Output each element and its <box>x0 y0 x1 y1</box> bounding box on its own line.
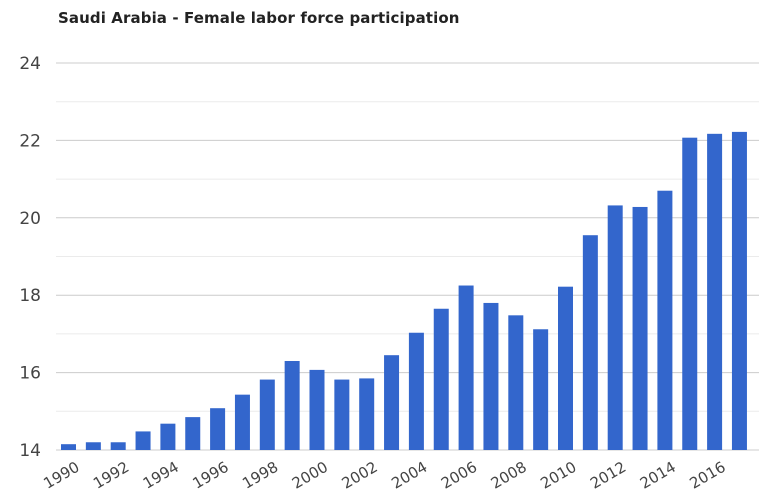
bar-1997 <box>234 394 250 450</box>
bar-2007 <box>483 302 499 450</box>
bar-1993 <box>135 431 151 450</box>
bar-2000 <box>309 369 325 450</box>
x-tick-label: 2014 <box>637 458 679 493</box>
bar-2009 <box>533 329 549 450</box>
y-tick-label: 24 <box>19 54 41 74</box>
bar-1999 <box>284 360 300 450</box>
bar-1991 <box>85 442 101 450</box>
x-tick-label: 2016 <box>687 458 729 493</box>
bar-2002 <box>359 378 375 450</box>
bar-1990 <box>61 444 76 450</box>
y-tick-label: 22 <box>19 131 41 151</box>
x-tick-label: 2012 <box>587 458 629 493</box>
bar-2001 <box>334 379 350 450</box>
y-tick-label: 14 <box>19 441 41 461</box>
bar-1992 <box>110 442 126 450</box>
bar-1995 <box>185 417 201 450</box>
x-tick-label: 2004 <box>388 458 430 493</box>
bar-2010 <box>558 286 573 450</box>
bar-2006 <box>458 285 474 450</box>
bar-2017 <box>731 131 747 450</box>
x-tick-label: 1992 <box>90 458 132 493</box>
x-tick-label: 2006 <box>438 458 480 493</box>
x-tick-label: 2000 <box>289 458 331 493</box>
bar-2003 <box>384 355 400 450</box>
bar-2016 <box>707 133 723 450</box>
bar-2005 <box>433 308 449 450</box>
x-axis-labels: 1990 1992 1994 1996 1998 2000 2002 2004 2006 2008… <box>40 458 728 493</box>
bar-1996 <box>210 408 226 450</box>
x-tick-label: 1994 <box>140 458 182 493</box>
y-tick-label: 20 <box>19 209 41 229</box>
x-tick-label: 1990 <box>40 458 82 493</box>
bar-2013 <box>632 206 648 450</box>
x-tick-label: 1996 <box>190 458 232 493</box>
bar-1998 <box>259 379 275 450</box>
bar-2011 <box>582 235 598 450</box>
y-tick-label: 16 <box>19 364 41 384</box>
bar-2012 <box>607 205 623 450</box>
y-axis-labels: 14 16 18 20 22 24 <box>19 54 41 461</box>
bar-1994 <box>160 423 176 450</box>
x-tick-label: 2002 <box>339 458 381 493</box>
bars <box>61 131 747 450</box>
y-tick-label: 18 <box>19 286 41 306</box>
bar-2015 <box>682 137 698 450</box>
bar-2014 <box>657 190 673 450</box>
x-tick-label: 2008 <box>488 458 530 493</box>
bar-2004 <box>408 332 424 450</box>
x-tick-label: 1998 <box>239 458 281 493</box>
x-tick-label: 2010 <box>537 458 579 493</box>
bar-2008 <box>508 315 524 450</box>
chart-title: Saudi Arabia - Female labor force partic… <box>58 9 460 27</box>
gridlines <box>56 62 759 451</box>
